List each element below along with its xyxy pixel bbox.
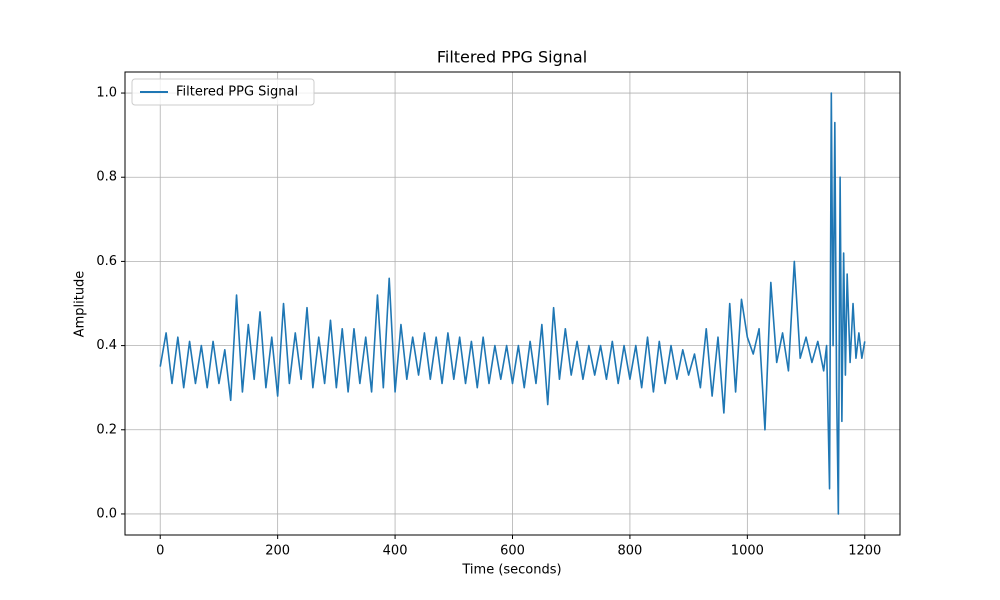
x-axis-label: Time (seconds) xyxy=(461,563,561,578)
x-tick-label: 0 xyxy=(156,544,164,559)
y-tick-label: 1.0 xyxy=(96,86,117,101)
y-tick-label: 0.0 xyxy=(96,506,117,521)
x-tick-label: 1200 xyxy=(848,544,881,559)
y-tick-label: 0.6 xyxy=(96,254,117,269)
x-tick-label: 600 xyxy=(500,544,525,559)
plot-frame xyxy=(124,71,901,536)
x-tick-label: 800 xyxy=(618,544,643,559)
y-tick-label: 0.4 xyxy=(96,338,117,353)
line-series xyxy=(159,92,866,515)
chart-title: Filtered PPG Signal xyxy=(437,48,587,67)
y-tick-label: 0.8 xyxy=(96,170,117,185)
x-tick-label: 200 xyxy=(265,544,290,559)
legend-label: Filtered PPG Signal xyxy=(176,85,298,100)
y-axis-label: Amplitude xyxy=(73,271,88,338)
x-tick-label: 1000 xyxy=(731,544,764,559)
x-tick-label: 400 xyxy=(383,544,408,559)
legend-box xyxy=(131,78,315,106)
y-tick-label: 0.2 xyxy=(96,422,117,437)
